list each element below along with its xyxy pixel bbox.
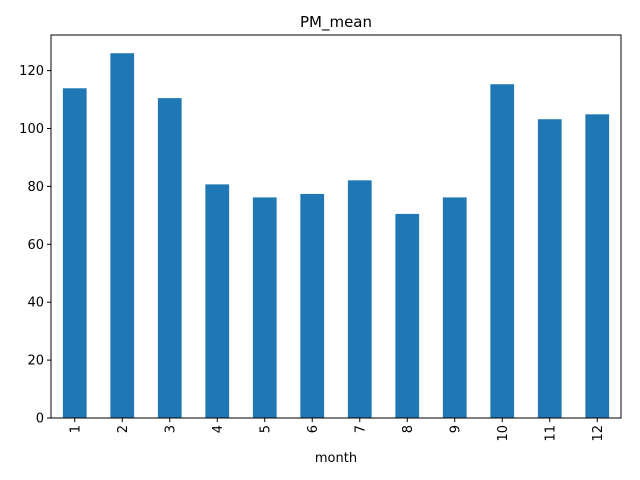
x-tick-label: 6 xyxy=(306,425,321,433)
bars-group xyxy=(62,53,610,419)
x-tick-label: 8 xyxy=(401,425,416,433)
x-tick-label: 12 xyxy=(591,425,606,442)
x-tick-label: 1 xyxy=(68,425,83,433)
bar-month-12 xyxy=(585,114,610,418)
x-tick-label: 5 xyxy=(258,425,273,433)
chart-title: PM_mean xyxy=(300,13,372,32)
bar-month-6 xyxy=(300,193,325,418)
bar-month-5 xyxy=(252,197,277,418)
y-tick-label: 0 xyxy=(36,412,44,427)
bar-month-7 xyxy=(347,180,372,418)
y-tick-label: 40 xyxy=(27,296,44,311)
y-tick-label: 80 xyxy=(27,180,44,195)
y-tick-label: 120 xyxy=(19,64,44,79)
y-tick-label: 20 xyxy=(27,354,44,369)
x-axis-label: month xyxy=(315,451,357,466)
bar-month-2 xyxy=(110,53,135,419)
bar-month-9 xyxy=(442,197,467,418)
x-tick-label: 2 xyxy=(116,425,131,433)
x-tick-label: 3 xyxy=(163,425,178,433)
y-tick-label: 60 xyxy=(27,238,44,253)
y-tick-label: 100 xyxy=(19,122,44,137)
x-tick-label: 11 xyxy=(543,425,558,442)
x-tick-label: 7 xyxy=(353,425,368,433)
bar-month-8 xyxy=(395,213,420,418)
bar-month-4 xyxy=(205,184,230,418)
bar-month-11 xyxy=(537,119,562,419)
bar-month-1 xyxy=(62,88,87,419)
bar-month-10 xyxy=(490,84,515,419)
x-tick-label: 9 xyxy=(448,425,463,433)
bar-month-3 xyxy=(157,98,182,419)
x-tick-label: 10 xyxy=(496,425,511,442)
plot-frame xyxy=(50,34,622,419)
x-tick-label: 4 xyxy=(211,425,226,433)
